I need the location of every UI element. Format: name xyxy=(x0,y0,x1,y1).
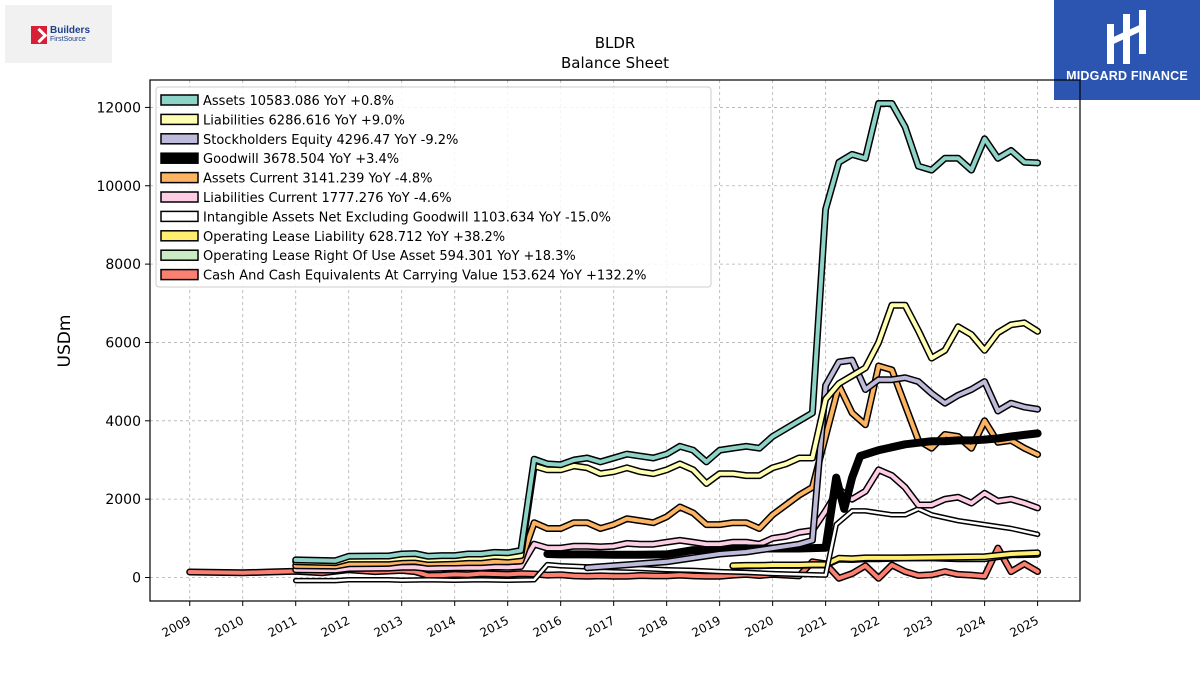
x-tick-label: 2017 xyxy=(584,613,618,640)
legend-swatch xyxy=(160,133,199,145)
y-tick-label: 4000 xyxy=(105,414,141,430)
legend-swatch xyxy=(160,230,199,242)
legend-swatch xyxy=(160,249,199,261)
series-line xyxy=(585,358,1040,570)
series-intangible-assets-net-excluding-goodwill xyxy=(292,506,1041,584)
x-tick-label: 2025 xyxy=(1007,613,1041,640)
midgard-logo-icon xyxy=(1107,10,1146,64)
y-tick-label: 10000 xyxy=(96,179,141,195)
series-cash-and-cash-equivalents-at-carrying-value xyxy=(186,544,1042,582)
plot-frame xyxy=(149,79,1081,602)
series-line xyxy=(730,550,1040,568)
series-goodwill xyxy=(543,429,1042,559)
y-tick-label: 6000 xyxy=(105,335,141,351)
logo-text-line1: Builders xyxy=(50,25,91,36)
x-tick-label: 2024 xyxy=(954,613,988,640)
legend-swatch xyxy=(160,210,199,223)
builders-firstsource-logo: Builders FirstSource xyxy=(5,5,112,63)
legend-label: Operating Lease Liability 628.712 YoY +3… xyxy=(203,230,505,245)
x-tick-label: 2019 xyxy=(690,613,724,640)
x-tick-label: 2018 xyxy=(637,613,671,640)
legend-label: Goodwill 3678.504 YoY +3.4% xyxy=(203,152,399,167)
midgard-finance-logo: MIDGARD FINANCE xyxy=(1054,0,1200,100)
legend-swatch xyxy=(160,94,199,106)
series-operating-lease-liability xyxy=(729,549,1042,570)
legend: Assets 10583.086 YoY +0.8% Liabilities 62… xyxy=(155,86,712,288)
series-line xyxy=(293,101,1040,563)
x-tick-label: 2015 xyxy=(478,613,512,640)
x-tick-label: 2016 xyxy=(531,613,565,640)
series-lines xyxy=(186,100,1042,584)
x-tick-label: 2009 xyxy=(160,613,194,640)
x-tick-label: 2020 xyxy=(743,613,777,640)
x-tick-label: 2010 xyxy=(213,613,247,640)
legend-label: Stockholders Equity 4296.47 YoY -9.2% xyxy=(203,133,458,148)
y-axis-label: USDm xyxy=(55,315,75,368)
logo-text-line2: FirstSource xyxy=(50,36,86,43)
legend-label: Liabilities 6286.616 YoY +9.0% xyxy=(203,113,405,128)
legend-label: Intangible Assets Net Excluding Goodwill… xyxy=(203,210,611,225)
y-tick-label: 0 xyxy=(132,570,141,586)
y-tick-label: 12000 xyxy=(96,100,141,116)
legend-label: Cash And Cash Equivalents At Carrying Va… xyxy=(203,269,646,284)
x-tick-label: 2021 xyxy=(796,613,830,640)
x-tick-label: 2012 xyxy=(319,613,353,640)
chart-subtitle: Balance Sheet xyxy=(561,54,669,72)
x-tick-label: 2013 xyxy=(372,613,406,640)
builders-logo-icon xyxy=(31,26,47,44)
legend-label: Liabilities Current 1777.276 YoY -4.6% xyxy=(203,191,452,206)
series-line xyxy=(293,303,1040,565)
series-assets xyxy=(292,100,1042,565)
x-tick-label: 2023 xyxy=(901,613,935,640)
legend-swatch xyxy=(160,152,199,164)
legend-label: Operating Lease Right Of Use Asset 594.3… xyxy=(203,249,576,264)
x-tick-label: 2014 xyxy=(425,613,459,640)
chart-title: BLDR xyxy=(595,34,636,52)
y-tick-label: 8000 xyxy=(105,257,141,273)
legend-box xyxy=(155,86,712,288)
series-stockholders-equity xyxy=(583,356,1042,572)
series-line xyxy=(187,546,1040,581)
series-liabilities xyxy=(292,301,1042,567)
series-line xyxy=(543,429,1042,559)
x-tick-label: 2011 xyxy=(266,613,300,640)
legend-swatch xyxy=(160,113,199,126)
midgard-brand-text: MIDGARD FINANCE xyxy=(1066,69,1188,83)
series-line xyxy=(294,507,1039,582)
legend-swatch xyxy=(160,268,199,281)
series-line xyxy=(293,467,1040,573)
legend-swatch xyxy=(160,191,199,203)
legend-swatch xyxy=(160,171,199,184)
legend-label: Assets Current 3141.239 YoY -4.8% xyxy=(203,172,433,187)
y-tick-label: 2000 xyxy=(105,492,141,508)
series-liabilities-current xyxy=(292,466,1042,574)
x-tick-label: 2022 xyxy=(848,613,882,640)
legend-label: Assets 10583.086 YoY +0.8% xyxy=(203,94,394,109)
